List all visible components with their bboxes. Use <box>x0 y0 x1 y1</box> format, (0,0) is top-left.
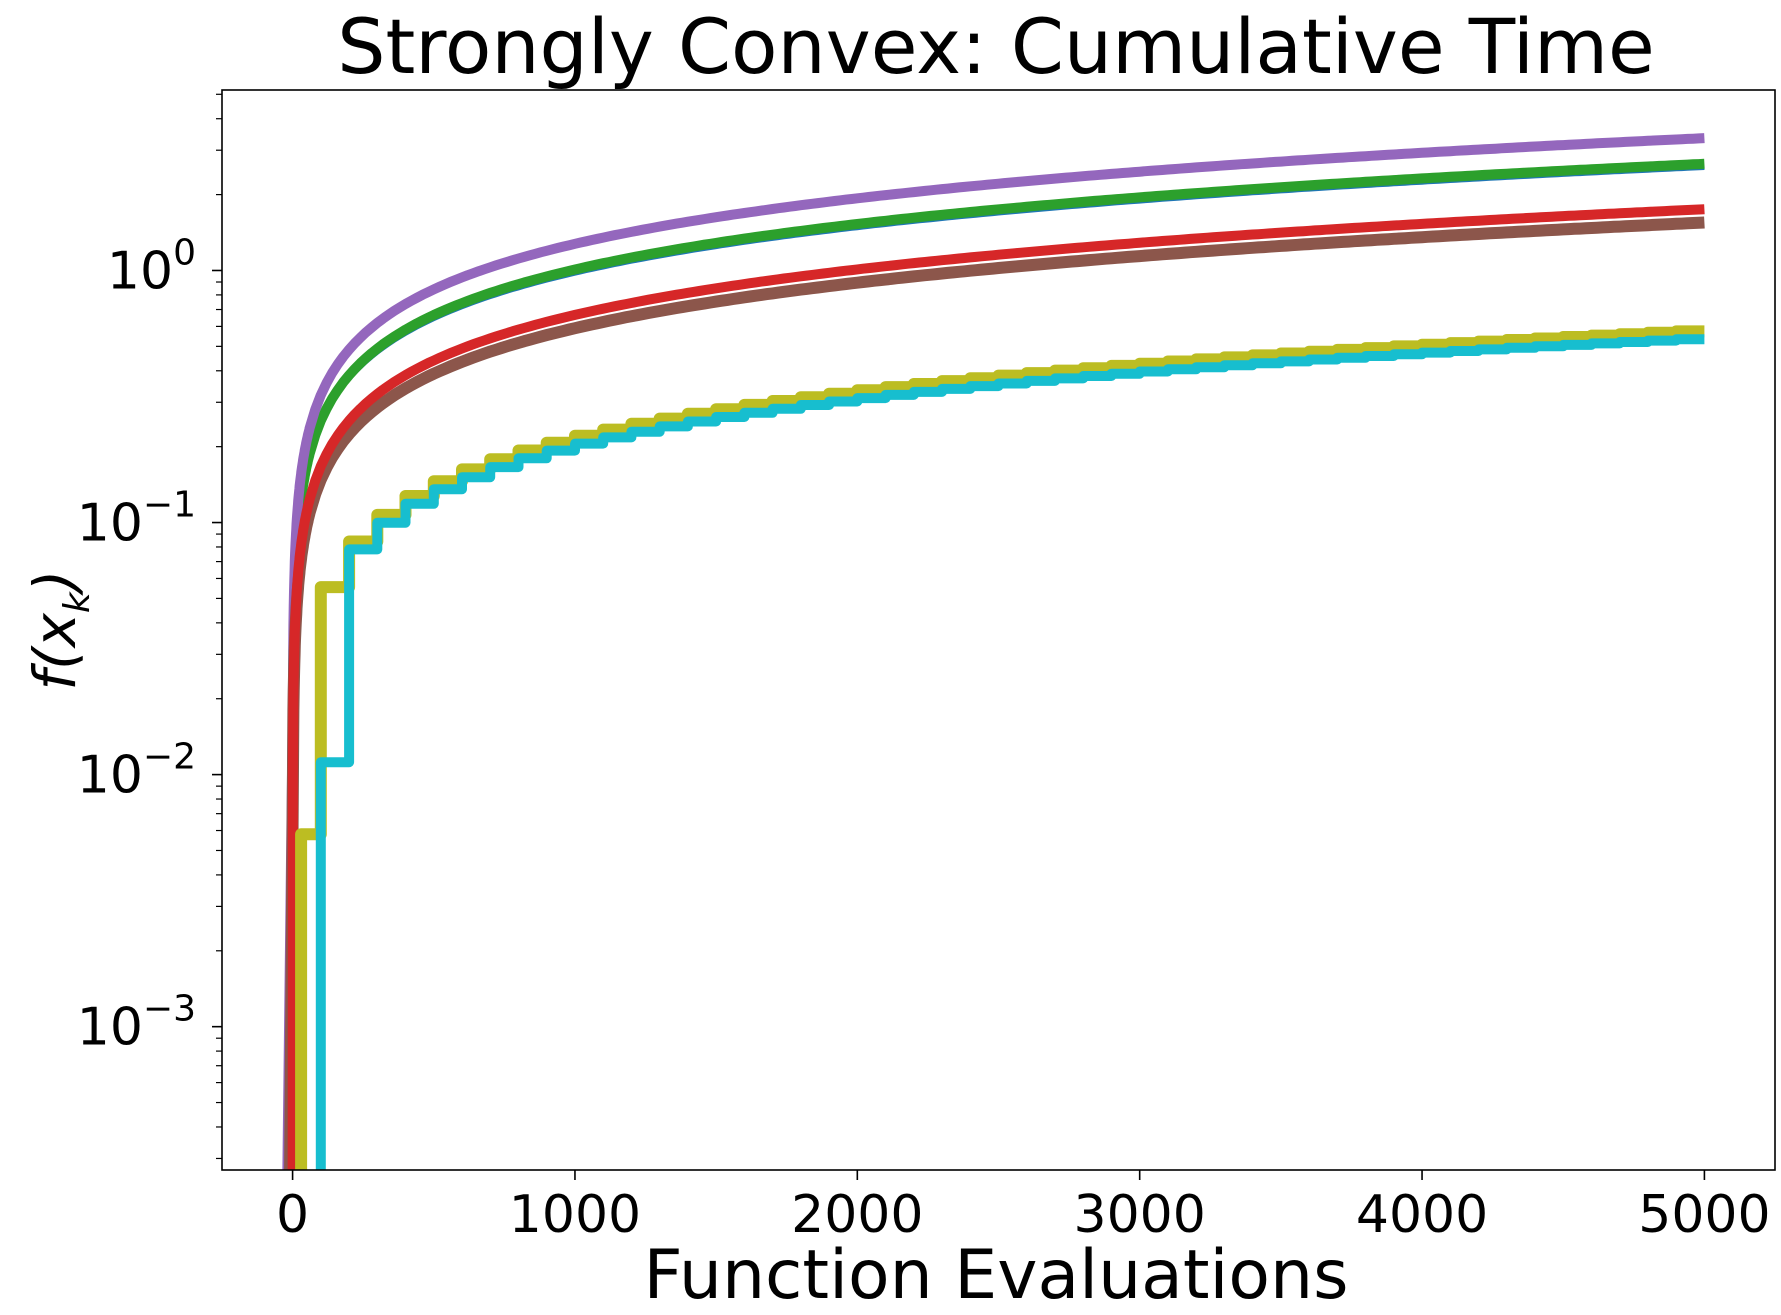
series-line-2 <box>287 158 1705 1170</box>
y-axis-label: f(xk) <box>21 570 98 691</box>
y-tick-label: 10−2 <box>77 737 196 806</box>
x-tick-label: 0 <box>276 1185 309 1245</box>
chart-title: Strongly Convex: Cumulative Time <box>337 2 1655 91</box>
series-line-6 <box>287 204 1705 1170</box>
y-tick-label: 100 <box>107 232 196 301</box>
x-tick-label: 1000 <box>509 1185 641 1245</box>
series-line-1 <box>290 166 1705 1170</box>
series-group <box>282 133 1705 1170</box>
x-axis: 0 1000 2000 3000 4000 5000 <box>276 1170 1771 1245</box>
series-line-8 <box>315 334 1705 1170</box>
x-tick-label: 2000 <box>791 1185 923 1245</box>
y-tick-label: 10−1 <box>77 485 196 554</box>
plot-frame <box>221 89 1776 1171</box>
y-tick-label: 10−3 <box>77 989 196 1058</box>
x-tick-label: 5000 <box>1638 1185 1770 1245</box>
x-tick-label: 3000 <box>1074 1185 1206 1245</box>
series-line-3 <box>282 133 1705 1170</box>
y-axis: 10−3 10−2 10−1 100 <box>77 93 222 1160</box>
x-axis-label: Function Evaluations <box>643 1236 1348 1315</box>
x-tick-label: 4000 <box>1356 1185 1488 1245</box>
